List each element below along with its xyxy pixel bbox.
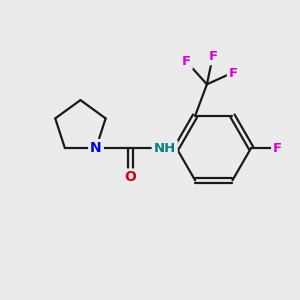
Text: F: F bbox=[273, 142, 282, 154]
Text: F: F bbox=[208, 50, 218, 63]
Text: NH: NH bbox=[154, 142, 176, 154]
Text: F: F bbox=[229, 67, 238, 80]
Text: O: O bbox=[124, 170, 136, 184]
Text: N: N bbox=[90, 141, 102, 155]
Text: F: F bbox=[182, 55, 191, 68]
